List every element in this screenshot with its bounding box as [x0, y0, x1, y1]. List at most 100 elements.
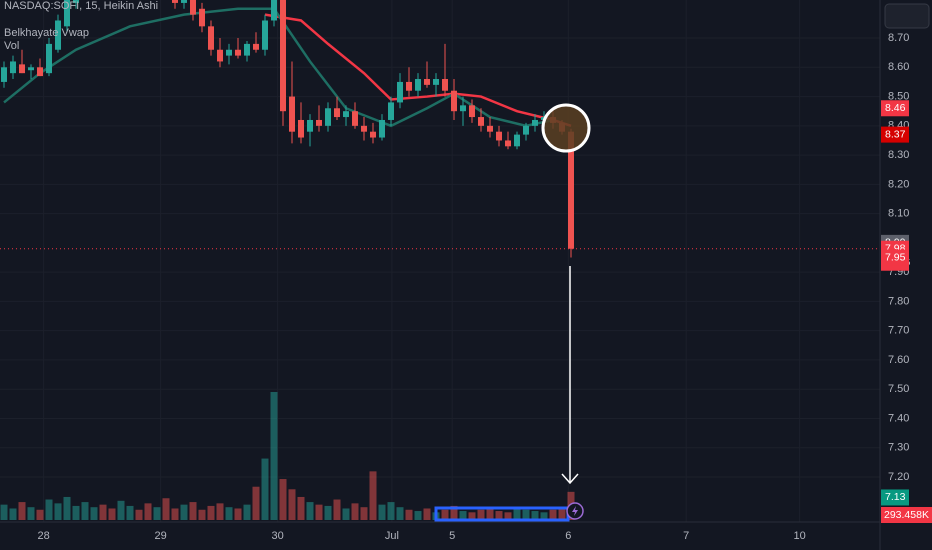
price-badge-bg	[881, 126, 909, 143]
volume-bar	[477, 509, 485, 520]
candle-body	[262, 20, 268, 50]
volume-bar	[243, 504, 251, 520]
alert-icon-bolt	[572, 506, 578, 516]
volume-bar	[9, 508, 17, 520]
candle-body	[298, 119, 304, 138]
volume-bar	[369, 471, 377, 520]
volume-bar	[396, 507, 404, 520]
candle-body	[181, 0, 187, 3]
x-tick-label: 30	[271, 530, 283, 542]
candle-body	[460, 105, 466, 112]
volume-bar	[198, 509, 206, 520]
candle-body	[568, 131, 574, 249]
candle-body	[505, 140, 511, 147]
x-tick-label: 6	[565, 530, 571, 542]
candle-body	[388, 102, 394, 120]
volume-bar	[216, 503, 224, 520]
price-badge: 7.95	[885, 251, 906, 263]
candle-body	[172, 0, 178, 3]
volume-bar	[297, 496, 305, 520]
volume-badge: 293.458K	[884, 509, 929, 521]
volume-bar	[387, 502, 395, 520]
candle-body	[487, 125, 493, 132]
candle-body	[253, 43, 259, 50]
volume-bar	[18, 502, 26, 520]
volume-bar	[108, 508, 116, 520]
candle-body	[514, 134, 520, 147]
highlight-circle	[541, 103, 591, 153]
volume-bar	[45, 499, 53, 520]
grid	[0, 0, 880, 522]
volume-bar	[81, 502, 89, 520]
volume-bar	[324, 505, 332, 520]
candle-body	[316, 119, 322, 126]
volume-bar	[450, 505, 458, 520]
volume-bar	[549, 509, 557, 520]
candle-body	[478, 117, 484, 126]
price-badge: 8.37	[885, 128, 906, 140]
candle-body	[469, 105, 475, 118]
candle-body	[325, 108, 331, 126]
volume-bar	[54, 503, 62, 520]
volume-bar	[225, 507, 233, 520]
y-tick-label: 8.50	[888, 90, 909, 102]
x-tick-label: 28	[37, 530, 49, 542]
y-tick-label: 8.60	[888, 61, 909, 73]
volume-bar	[468, 512, 476, 520]
x-tick-label: 7	[683, 530, 689, 542]
y-tick-label: 8.70	[888, 32, 909, 44]
y-tick-label: 8.30	[888, 149, 909, 161]
volume-bar	[90, 507, 98, 520]
volume-bar	[495, 511, 503, 520]
volume-bar	[513, 508, 521, 520]
x-tick-label: 29	[154, 530, 166, 542]
price-badge-bg	[881, 100, 909, 117]
y-tick-label: 7.30	[888, 442, 909, 454]
y-tick-label: 8.20	[888, 178, 909, 190]
volume-bar	[288, 489, 296, 520]
volume-bar	[126, 505, 134, 520]
volume-bar	[486, 507, 494, 520]
y-tick-label: 7.50	[888, 383, 909, 395]
volume-bar	[441, 509, 449, 520]
price-axis: 7.207.307.407.507.607.707.807.908.108.20…	[881, 32, 910, 506]
indicator-label: Vol	[4, 40, 19, 52]
volume-bar	[279, 479, 287, 520]
candle-body	[244, 43, 250, 56]
volume-bar	[333, 499, 341, 520]
vwap-line	[3, 7, 554, 128]
volume-bar	[234, 508, 242, 520]
candle-body	[406, 81, 412, 91]
volume-bar	[117, 500, 125, 520]
volume-bar	[540, 512, 548, 520]
arrow-head	[561, 473, 579, 485]
volume-bar	[531, 511, 539, 520]
x-tick-label: 10	[793, 530, 805, 542]
volume-bar	[378, 504, 386, 520]
volume-bar	[414, 511, 422, 520]
volume-bar	[162, 498, 170, 520]
volume-bar	[153, 507, 161, 520]
candle-body	[280, 0, 286, 112]
candle-body	[334, 108, 340, 118]
indicator-label: Belkhayate Vwap	[4, 27, 89, 39]
candle-body	[190, 0, 196, 15]
y-tick-label: 8.10	[888, 208, 909, 220]
volume-bar	[405, 509, 413, 520]
volume-bar	[306, 502, 314, 520]
volume-bar	[342, 508, 350, 520]
candle-body	[415, 79, 421, 91]
chart-title: NASDAQ:SOFI, 15, Heikin Ashi	[4, 0, 158, 12]
volume-bar	[261, 458, 269, 520]
candle-body	[199, 8, 205, 27]
candle-body	[37, 67, 43, 77]
volume-bar	[189, 502, 197, 520]
candle-body	[379, 119, 385, 138]
volume-bar	[180, 504, 188, 520]
candle-body	[235, 49, 241, 56]
candle-body	[433, 79, 439, 85]
candle-body	[289, 96, 295, 132]
settings-button[interactable]	[884, 3, 930, 29]
volume-bar	[36, 509, 44, 520]
